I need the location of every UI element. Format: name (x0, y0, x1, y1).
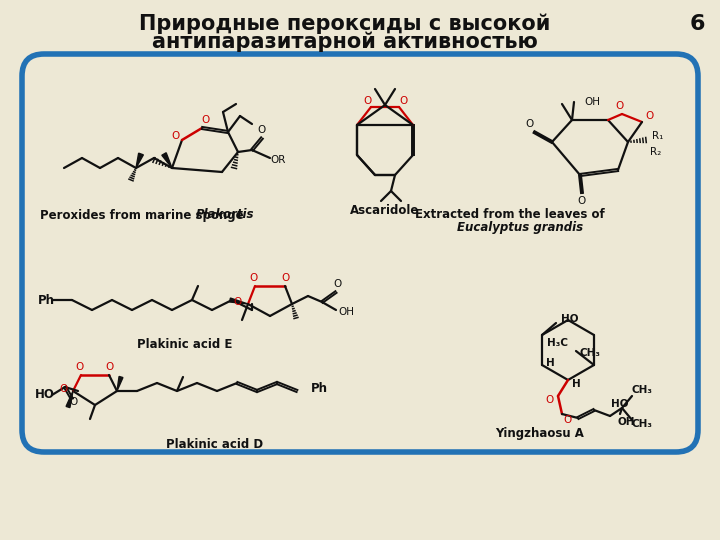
Text: O: O (526, 119, 534, 129)
Text: O: O (578, 196, 586, 206)
Text: O: O (616, 101, 624, 111)
Text: O: O (258, 125, 266, 135)
Text: OH: OH (617, 417, 635, 427)
Text: R₁: R₁ (652, 131, 664, 141)
Text: CH₃: CH₃ (631, 385, 652, 395)
Polygon shape (117, 376, 123, 391)
FancyBboxPatch shape (22, 54, 698, 452)
Text: HO: HO (562, 314, 579, 324)
Text: HO: HO (35, 388, 55, 402)
Text: O: O (399, 96, 407, 106)
Text: OR: OR (270, 155, 286, 165)
Text: O: O (59, 384, 67, 394)
Text: CH₃: CH₃ (580, 348, 600, 358)
Text: O: O (201, 115, 209, 125)
Text: O: O (363, 96, 371, 106)
Text: Plakinic acid E: Plakinic acid E (138, 339, 233, 352)
Polygon shape (162, 153, 172, 168)
Text: O: O (106, 362, 114, 372)
Polygon shape (66, 391, 73, 408)
Text: Plakortis: Plakortis (196, 208, 254, 221)
Text: Extracted from the leaves of: Extracted from the leaves of (415, 208, 605, 221)
Text: H: H (572, 379, 580, 389)
Text: OH: OH (584, 97, 600, 107)
Text: Природные пероксиды с высокой: Природные пероксиды с высокой (139, 14, 551, 34)
Text: Ph: Ph (311, 382, 328, 395)
Polygon shape (230, 298, 248, 304)
Text: O: O (646, 111, 654, 121)
Text: O: O (546, 395, 554, 405)
Text: O: O (171, 131, 179, 141)
Text: O: O (250, 273, 258, 283)
Text: O: O (70, 397, 78, 407)
Text: Peroxides from marine sponge: Peroxides from marine sponge (40, 208, 248, 221)
Text: антипаразитарной активностью: антипаразитарной активностью (152, 32, 538, 52)
Text: O: O (334, 279, 342, 289)
Polygon shape (136, 153, 143, 168)
Text: O: O (282, 273, 290, 283)
Text: CH₃: CH₃ (631, 419, 652, 429)
Text: Plakinic acid D: Plakinic acid D (166, 437, 264, 450)
Text: Eucalyptus grandis: Eucalyptus grandis (457, 221, 583, 234)
Text: O: O (564, 415, 572, 425)
Text: H₃C: H₃C (547, 338, 569, 348)
Text: O: O (234, 297, 242, 307)
Text: Ascaridole: Ascaridole (351, 204, 420, 217)
Text: HO: HO (611, 399, 629, 409)
Text: 6: 6 (689, 14, 705, 34)
Text: Ph: Ph (38, 294, 55, 307)
Text: Yingzhaosu A: Yingzhaosu A (495, 427, 585, 440)
Text: R₂: R₂ (650, 147, 662, 157)
Text: O: O (76, 362, 84, 372)
Text: H: H (546, 358, 554, 368)
Text: OH: OH (338, 307, 354, 317)
